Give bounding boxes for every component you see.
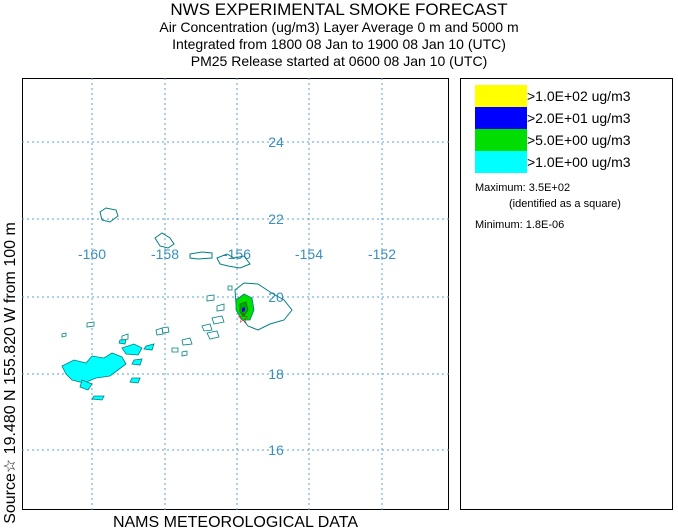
island-outlines: [99, 207, 293, 331]
lat-label: 24: [268, 134, 284, 150]
legend-maximum: Maximum: 3.5E+02: [475, 182, 571, 194]
oahu-island: [154, 232, 175, 249]
lat-label: 16: [268, 442, 284, 458]
legend-swatch-yellow: [475, 85, 527, 107]
forecast-title: NWS EXPERIMENTAL SMOKE FORECAST: [170, 0, 508, 19]
legend-label: >2.0E+01 ug/m3: [527, 110, 631, 126]
lon-label: -154: [295, 246, 323, 262]
legend-label: >1.0E+02 ug/m3: [527, 88, 631, 104]
smoke-cells-outline: [61, 285, 233, 357]
legend-label: >1.0E+00 ug/m3: [527, 154, 631, 170]
lat-label: 18: [268, 366, 284, 382]
niihau-island: [99, 207, 119, 223]
lon-label: -152: [368, 246, 396, 262]
legend-maximum-note: (identified as a square): [509, 198, 621, 210]
meteorological-data-label: NAMS METEOROLOGICAL DATA: [112, 514, 359, 531]
lon-label: -158: [151, 246, 179, 262]
lon-label: -156: [223, 246, 251, 262]
map-frame: [22, 78, 449, 510]
star-icon: ☆: [237, 311, 250, 327]
smoke-map: -160 -158 -156 -154 -152 24 22 20 18 16: [22, 78, 449, 510]
legend-swatch-cyan: [475, 151, 527, 173]
maui-island: [216, 253, 251, 269]
legend-label: >5.0E+00 ug/m3: [527, 132, 631, 148]
molokai-island: [189, 251, 213, 260]
lat-label: 22: [268, 211, 284, 227]
lon-label: -160: [78, 246, 106, 262]
lat-label: 20: [268, 289, 284, 305]
legend-panel: >1.0E+02 ug/m3 >2.0E+01 ug/m3 >5.0E+00 u…: [460, 78, 673, 510]
release-info: PM25 Release started at 0600 08 Jan 10 (…: [190, 53, 488, 69]
integration-period: Integrated from 1800 08 Jan to 1900 08 J…: [172, 36, 506, 52]
legend-swatch-blue: [475, 107, 527, 129]
source-side-label: Source☆ 19.480 N 155.820 W from 100 m: [2, 222, 19, 524]
smoke-plume-cyan: [61, 338, 155, 401]
smoke-plume-core: [235, 293, 255, 321]
legend-swatch-green: [475, 129, 527, 151]
legend-minimum: Minimum: 1.8E-06: [475, 219, 565, 231]
concentration-subtitle: Air Concentration (ug/m3) Layer Average …: [159, 19, 519, 35]
